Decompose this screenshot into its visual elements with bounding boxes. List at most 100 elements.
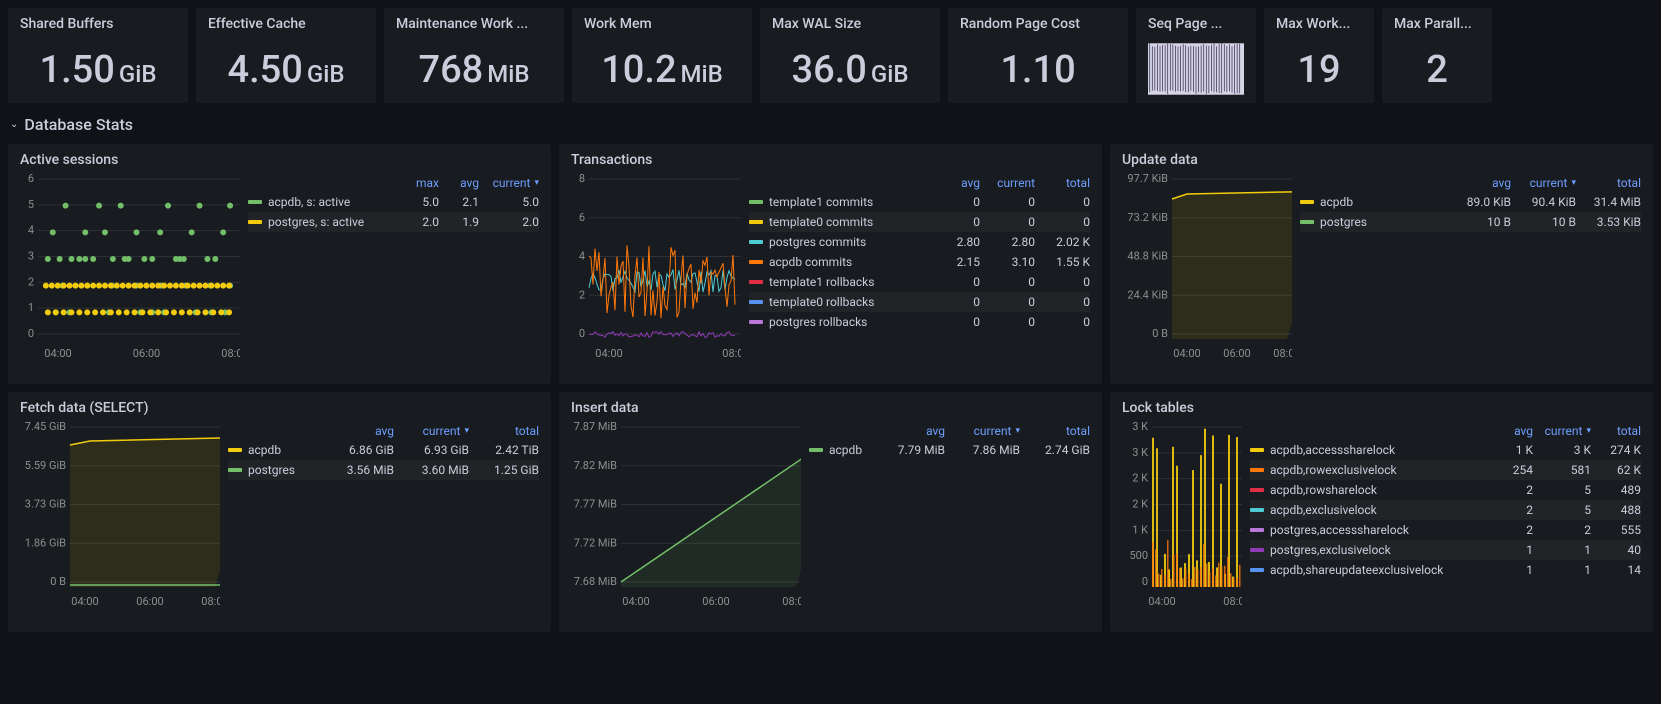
svg-text:2 K: 2 K [1132,472,1148,485]
legend-value: 0 [1035,275,1090,289]
legend-row[interactable]: postgres, s: active2.01.92.0 [248,212,539,232]
svg-text:08:00: 08:00 [221,347,240,359]
legend-row[interactable]: postgres10 B10 B3.53 KiB [1300,212,1641,232]
chart-svg: 7.87 MiB7.82 MiB7.77 MiB7.72 MiB7.68 MiB… [571,422,801,607]
legend-row[interactable]: acpdb7.79 MiB7.86 MiB2.74 GiB [809,440,1090,460]
legend-value: 89.0 KiB [1451,195,1511,209]
legend-row[interactable]: acpdb6.86 GiB6.93 GiB2.42 TiB [228,440,539,460]
legend-value: 0 [980,295,1035,309]
legend-value: 1 [1493,543,1533,557]
legend-swatch [1250,468,1264,472]
svg-text:5.59 GiB: 5.59 GiB [25,459,66,472]
legend-col-current[interactable]: current▾ [479,176,539,190]
stat-panel[interactable]: Max WAL Size36.0GiB [760,8,940,103]
stat-value: 19 [1276,51,1362,89]
legend-row[interactable]: acpdb,exclusivelock25488 [1250,500,1641,520]
stat-title: Work Mem [584,16,740,32]
legend-value: 31.4 MiB [1576,195,1641,209]
svg-text:7.72 MiB: 7.72 MiB [574,536,617,549]
svg-text:4: 4 [579,250,585,263]
legend-value: 0 [980,215,1035,229]
legend-row[interactable]: postgres,exclusivelock1140 [1250,540,1641,560]
legend-value: 2 [1533,523,1591,537]
legend-col-current[interactable]: current▾ [945,424,1020,438]
legend-col-avg[interactable]: avg [935,176,980,190]
legend-row[interactable]: postgres rollbacks000 [749,312,1090,332]
legend-col-current[interactable]: current▾ [1511,176,1576,190]
svg-text:7.77 MiB: 7.77 MiB [574,498,617,511]
legend-row[interactable]: postgres,accesssharelock22555 [1250,520,1641,540]
legend-row[interactable]: acpdb,rowsharelock25489 [1250,480,1641,500]
legend-header: avgcurrenttotal [749,174,1090,192]
legend-value: 2 [1493,523,1533,537]
svg-text:0: 0 [28,327,34,340]
legend-row[interactable]: postgres3.56 MiB3.60 MiB1.25 GiB [228,460,539,480]
legend-row[interactable]: acpdb,rowexclusivelock25458162 K [1250,460,1641,480]
stat-panel[interactable]: Max Parall...2 [1382,8,1492,103]
section-header-database-stats[interactable]: ⌄ Database Stats [10,115,1653,134]
legend-col-max[interactable]: max [399,176,439,190]
stat-value: 36.0GiB [772,51,928,89]
legend-series-name: template1 rollbacks [769,275,935,289]
legend-value: 489 [1591,483,1641,497]
stat-panel[interactable]: Work Mem10.2MiB [572,8,752,103]
legend-row[interactable]: postgres commits2.802.802.02 K [749,232,1090,252]
legend-col-avg[interactable]: avg [1493,424,1533,438]
legend-row[interactable]: template0 commits000 [749,212,1090,232]
legend-col-avg[interactable]: avg [439,176,479,190]
legend-swatch [1250,508,1264,512]
legend-col-avg[interactable]: avg [1451,176,1511,190]
legend-col-total[interactable]: total [469,424,539,438]
svg-text:73.2 KiB: 73.2 KiB [1127,211,1168,224]
svg-text:7.87 MiB: 7.87 MiB [574,422,617,433]
legend-row[interactable]: acpdb,shareupdateexclusivelock1114 [1250,560,1641,580]
legend-swatch [749,200,763,204]
legend-col-avg[interactable]: avg [324,424,394,438]
stat-panel[interactable]: Effective Cache4.50GiB [196,8,376,103]
legend-col-total[interactable]: total [1591,424,1641,438]
stat-panel[interactable]: Maintenance Work ...768MiB [384,8,564,103]
stat-value: 4.50GiB [208,51,364,89]
chart-grid-row1: Active sessions 654321004:0006:0008:00ma… [8,144,1653,384]
legend-row[interactable]: template1 rollbacks000 [749,272,1090,292]
legend-header: avgcurrent▾total [228,422,539,440]
legend-row[interactable]: acpdb, s: active5.02.15.0 [248,192,539,212]
stat-panel[interactable]: Shared Buffers1.50GiB [8,8,188,103]
legend-swatch [749,260,763,264]
legend-value: 10 B [1451,215,1511,229]
legend-series-name: postgres commits [769,235,935,249]
legend-value: 0 [1035,215,1090,229]
svg-text:08:00: 08:00 [722,347,741,359]
legend-header: maxavgcurrent▾ [248,174,539,192]
stat-panel[interactable]: Random Page Cost1.10 [948,8,1128,103]
stat-row: Shared Buffers1.50GiBEffective Cache4.50… [8,8,1653,103]
legend-value: 0 [935,315,980,329]
legend-col-total[interactable]: total [1020,424,1090,438]
legend-series-name: acpdb,rowexclusivelock [1270,463,1493,477]
legend-series-name: postgres,accesssharelock [1270,523,1493,537]
legend-value: 2.74 GiB [1020,443,1090,457]
legend-row[interactable]: acpdb,accesssharelock1 K3 K274 K [1250,440,1641,460]
legend-swatch [1300,200,1314,204]
legend-col-current[interactable]: current▾ [1533,424,1591,438]
svg-text:2: 2 [28,275,34,288]
legend-row[interactable]: template1 commits000 [749,192,1090,212]
stat-panel[interactable]: Max Work...19 [1264,8,1374,103]
legend-series-name: postgres rollbacks [769,315,935,329]
stat-panel[interactable]: Seq Page ... [1136,8,1256,103]
legend-value: 488 [1591,503,1641,517]
legend-col-avg[interactable]: avg [875,424,945,438]
panel-lock-tables: Lock tables 3 K3 K2 K2 K1 K500004:0008:0… [1110,392,1653,632]
legend-row[interactable]: acpdb89.0 KiB90.4 KiB31.4 MiB [1300,192,1641,212]
legend-row[interactable]: template0 rollbacks000 [749,292,1090,312]
legend-value: 581 [1533,463,1591,477]
legend-series-name: acpdb, s: active [268,195,399,209]
legend-col-current[interactable]: current [980,176,1035,190]
legend-col-total[interactable]: total [1035,176,1090,190]
legend-row[interactable]: acpdb commits2.153.101.55 K [749,252,1090,272]
legend-swatch [809,448,823,452]
legend-col-total[interactable]: total [1576,176,1641,190]
stat-title: Shared Buffers [20,16,176,32]
panel-title: Insert data [571,400,1090,416]
legend-col-current[interactable]: current▾ [394,424,469,438]
